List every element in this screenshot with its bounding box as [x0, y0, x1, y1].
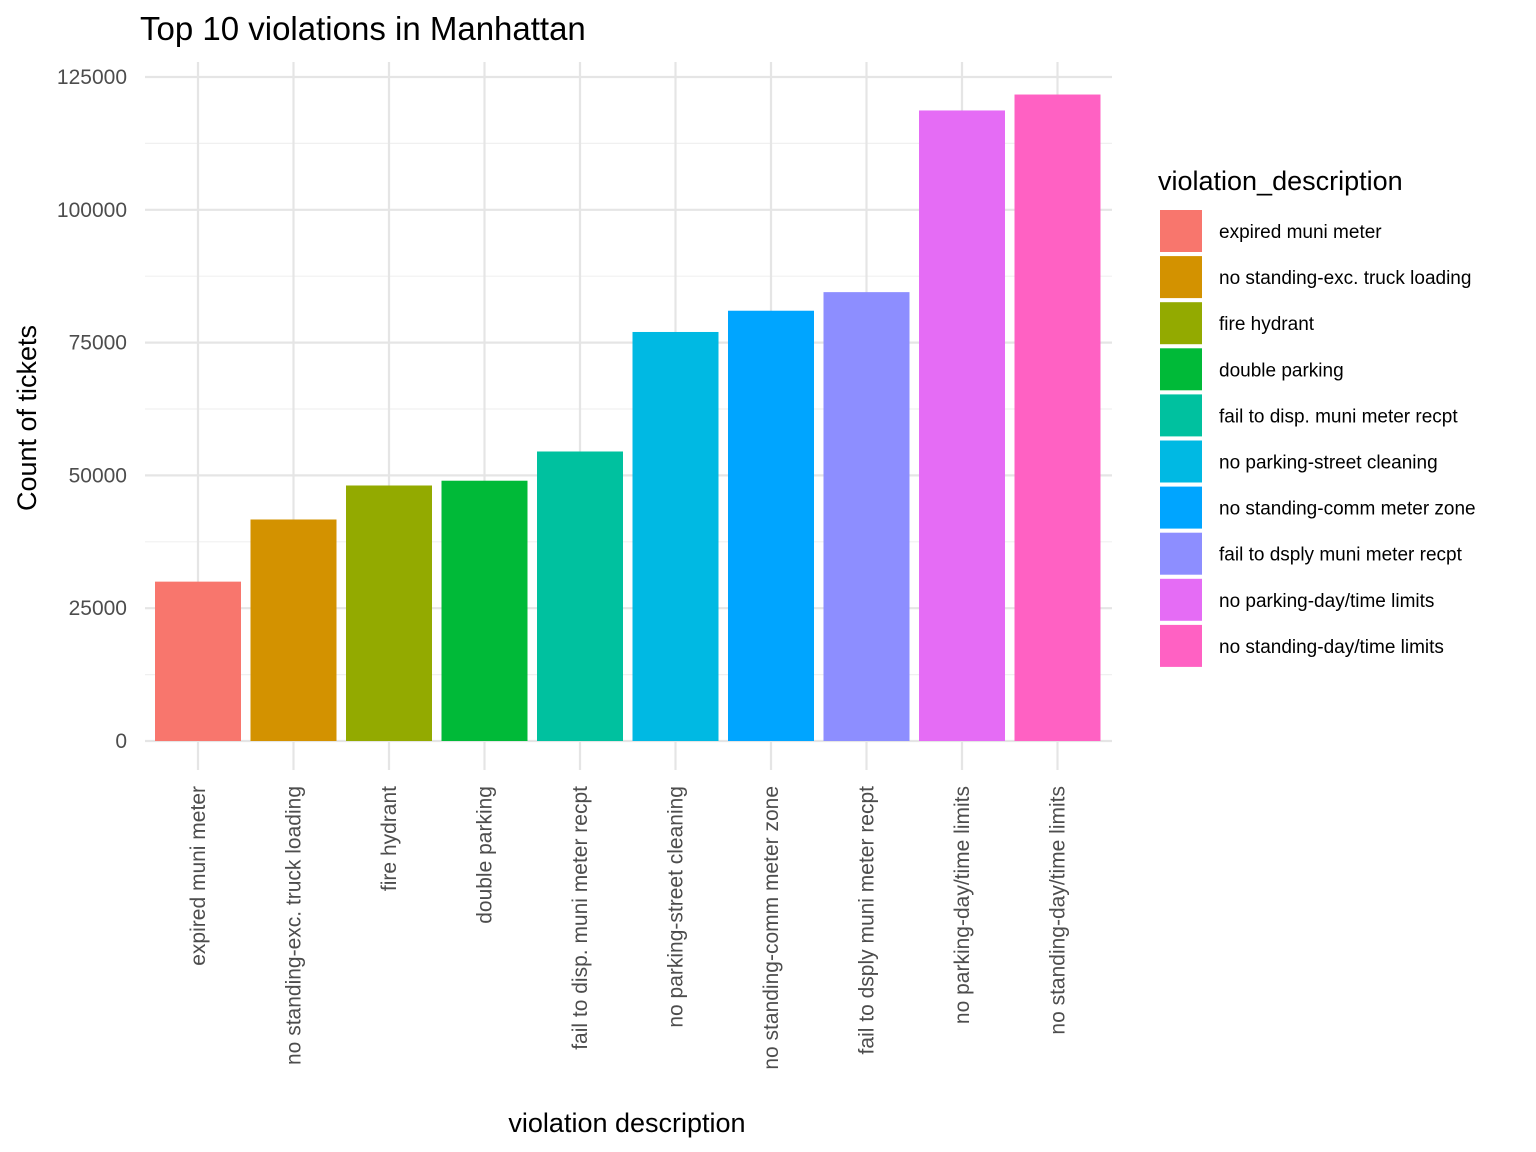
bar-8	[823, 292, 910, 741]
x-tick-label: no standing-exc. truck loading	[283, 786, 306, 1065]
bar-7	[728, 310, 814, 741]
legend-key-1	[1160, 210, 1202, 252]
x-axis-title: violation description	[508, 1108, 745, 1138]
legend-key-9	[1160, 578, 1202, 621]
y-tick-label: 75000	[69, 332, 127, 355]
x-tick-label: double parking	[474, 786, 497, 924]
legend-label: fail to dsply muni meter recpt	[1219, 545, 1463, 566]
bar-6	[632, 331, 719, 741]
bar-10	[1014, 94, 1101, 741]
y-tick-label: 125000	[57, 66, 127, 89]
legend-label: no standing-day/time limits	[1219, 637, 1444, 658]
legend-key-6	[1160, 440, 1202, 483]
legend: violation_description expired muni meter…	[1158, 166, 1476, 667]
x-tick-label: fail to disp. muni meter recpt	[569, 786, 592, 1050]
legend-label: no parking-day/time limits	[1219, 591, 1434, 612]
bar-3	[346, 485, 432, 741]
bar-5	[537, 451, 623, 741]
legend-label: no standing-comm meter zone	[1219, 499, 1476, 520]
legend-label: fire hydrant	[1219, 314, 1315, 335]
y-tick-label: 0	[115, 730, 127, 753]
legend-label: fail to disp. muni meter recpt	[1219, 406, 1458, 427]
x-tick-label: no standing-day/time limits	[1047, 786, 1070, 1035]
bars	[155, 94, 1101, 742]
chart-title: Top 10 violations in Manhattan	[140, 10, 586, 47]
bar-9	[919, 110, 1005, 742]
x-tick-label: fire hydrant	[378, 786, 401, 891]
legend-key-2	[1160, 256, 1202, 299]
legend-key-3	[1160, 302, 1202, 345]
legend-key-10	[1160, 624, 1202, 667]
x-tick-label: fail to dsply muni meter recpt	[856, 786, 879, 1055]
legend-key-4	[1160, 348, 1202, 391]
y-tick-label: 50000	[69, 464, 127, 487]
y-tick-label: 100000	[57, 199, 127, 222]
bar-2	[250, 519, 337, 741]
legend-key-5	[1160, 394, 1202, 437]
y-axis-title: Count of tickets	[12, 325, 42, 511]
y-tick-label: 25000	[69, 597, 127, 620]
legend-label: no standing-exc. truck loading	[1219, 268, 1471, 289]
legend-label: expired muni meter	[1219, 222, 1382, 243]
bar-1	[155, 581, 241, 741]
legend-key-7	[1160, 486, 1202, 529]
legend-key-8	[1160, 532, 1202, 575]
y-axis-ticks: 0 25000 50000 75000 100000 125000	[57, 66, 127, 753]
legend-label: double parking	[1219, 360, 1344, 381]
x-axis-ticks: expired muni meter no standing-exc. truck…	[187, 786, 1070, 1070]
legend-label: no parking-street cleaning	[1219, 453, 1438, 474]
legend-title: violation_description	[1158, 166, 1403, 196]
x-tick-label: expired muni meter	[187, 786, 210, 966]
x-tick-label: no parking-street cleaning	[665, 786, 688, 1028]
x-tick-label: no standing-comm meter zone	[760, 786, 783, 1070]
x-tick-label: no parking-day/time limits	[951, 786, 974, 1024]
bar-4	[441, 480, 528, 741]
